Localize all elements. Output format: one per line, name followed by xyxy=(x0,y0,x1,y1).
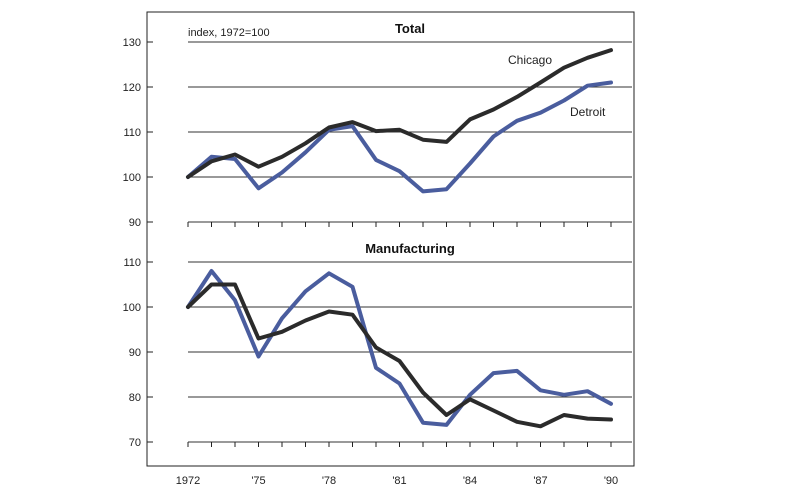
panel-title: Manufacturing xyxy=(365,241,455,256)
panel-total: 90 100 110 120 130 Total index, 1972=100 Detroi… xyxy=(123,21,632,229)
chart-frame xyxy=(146,11,635,467)
y-tick-label: 70 xyxy=(129,437,141,449)
panel-title: Total xyxy=(395,21,425,36)
y-tick-label: 130 xyxy=(123,37,141,49)
x-tick-label: 1972 xyxy=(176,475,200,487)
series-line-detroit xyxy=(186,269,613,427)
x-axis: 1972 '75 '78 '81 '84 '87 '90 xyxy=(176,475,618,487)
series-line-detroit xyxy=(186,80,613,194)
y-tick-label: 100 xyxy=(123,302,141,314)
y-tick-label: 110 xyxy=(123,127,141,139)
x-tick-label: '75 xyxy=(251,475,265,487)
y-tick-label: 80 xyxy=(129,392,141,404)
x-tick-label: '84 xyxy=(463,475,477,487)
x-tick-label: '87 xyxy=(533,475,547,487)
y-tick-label: 90 xyxy=(129,217,141,229)
panel-manufacturing: 70 80 90 100 110 Manufacturing xyxy=(123,241,632,449)
x-tick-label: '81 xyxy=(392,475,406,487)
series-line-chicago xyxy=(186,48,613,179)
index-note: index, 1972=100 xyxy=(188,27,270,39)
y-tick-label: 100 xyxy=(123,172,141,184)
x-tick-label: '90 xyxy=(604,475,618,487)
series-label-detroit: Detroit xyxy=(570,105,606,119)
y-tick-label: 120 xyxy=(123,82,141,94)
y-tick-label: 110 xyxy=(123,257,141,269)
y-tick-label: 90 xyxy=(129,347,141,359)
series-line-chicago xyxy=(186,282,613,429)
x-tick-label: '78 xyxy=(322,475,336,487)
series-label-chicago: Chicago xyxy=(508,53,552,67)
